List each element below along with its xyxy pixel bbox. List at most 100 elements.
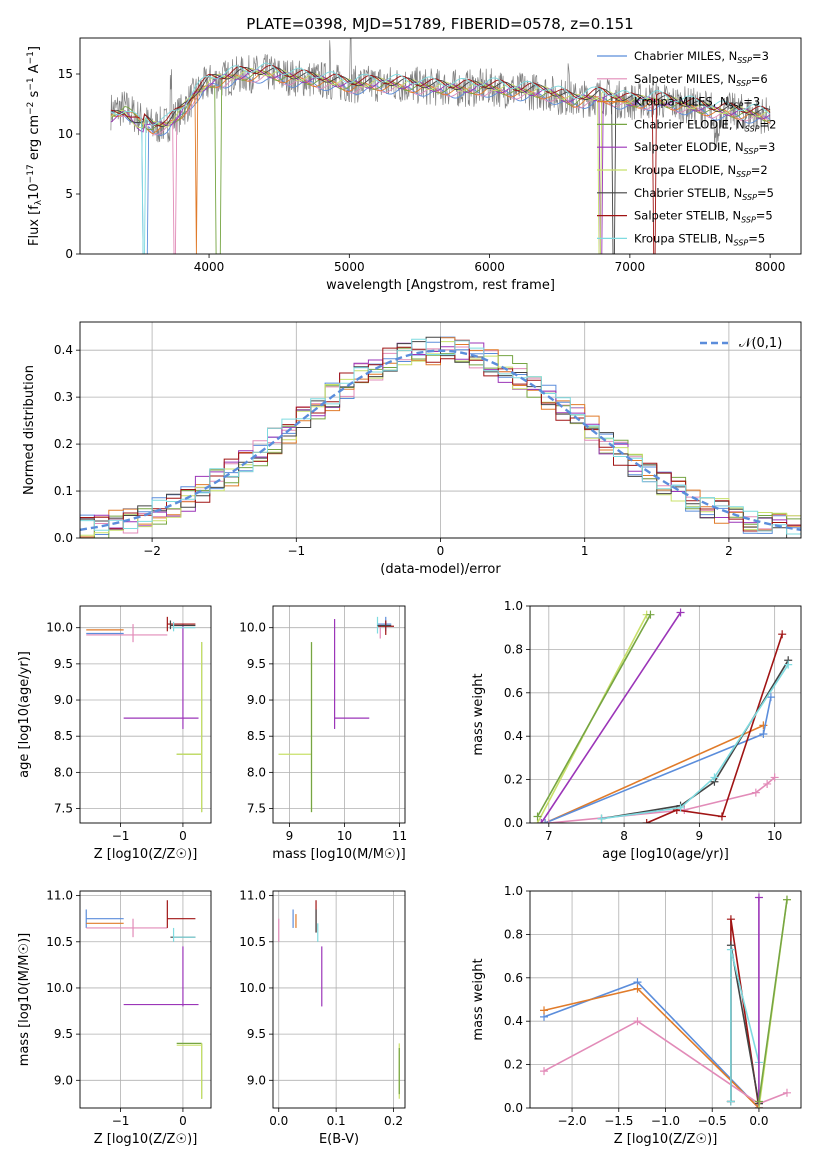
spectrum-ylabel-part: λ bbox=[34, 199, 44, 205]
age_vs_mass-ytick-label: 10.0 bbox=[239, 621, 266, 635]
weight_vs_age-xtick-label: 7 bbox=[545, 829, 553, 843]
weight_vs_Z-xtick-label: −0.5 bbox=[698, 1114, 727, 1128]
weight_vs_Z-marker bbox=[782, 1088, 791, 1097]
spectrum-legend-label: Chabrier MILES, NSSP=3 bbox=[634, 49, 769, 65]
residuals-xlabel: (data-model)/error bbox=[380, 562, 501, 577]
weight_vs_age-series-line bbox=[536, 614, 652, 817]
age_vs_Z-ytick-label: 8.5 bbox=[54, 729, 73, 743]
mass_vs_ebv-xtick-label: 0.2 bbox=[384, 1114, 403, 1128]
legend-value: =5 bbox=[757, 186, 774, 200]
spectrum-legend: Chabrier MILES, NSSP=3 Salpeter MILES, NS… bbox=[597, 49, 776, 247]
weight_vs_age-ytick-label: 0.2 bbox=[504, 773, 523, 787]
legend-value: =3 bbox=[752, 49, 769, 63]
age_vs_mass-ytick-label: 7.5 bbox=[247, 802, 266, 816]
weight_vs_age-xtick-label: 9 bbox=[696, 829, 704, 843]
residuals-frame bbox=[79, 321, 802, 539]
spectrum-panel: 4000 5000 6000 7000 8000 0 5 10 15 bbox=[58, 67, 786, 274]
spectrum-legend-label: Salpeter ELODIE, NSSP=3 bbox=[634, 140, 775, 156]
age_vs_mass-plot-area bbox=[278, 616, 394, 813]
weight_vs_Z-panel: −2.0 −1.5 −1.0 −0.5 0.0 0.0 0.2 0.4 0.6 0.8 1.0 bbox=[504, 884, 801, 1128]
weight_vs_Z-xtick-label: −1.0 bbox=[651, 1114, 680, 1128]
weight_vs_age-ytick-label: 0.8 bbox=[504, 642, 523, 656]
spectrum-xtick-label: 5000 bbox=[334, 260, 365, 274]
mass_vs_ebv-xtick-label: 0.1 bbox=[327, 1114, 346, 1128]
weight_vs_Z-marker bbox=[726, 945, 735, 954]
weight_vs_Z-series-line bbox=[758, 899, 788, 1102]
legend-value: =3 bbox=[743, 95, 760, 109]
spectrum-ylabel-part: ] bbox=[27, 46, 42, 51]
residuals-ytick-label: 0.0 bbox=[54, 531, 73, 545]
mass_vs_ebv-ytick-label: 10.0 bbox=[239, 981, 266, 995]
age_vs_mass-ytick-label: 8.5 bbox=[247, 729, 266, 743]
residuals-xtick-label: 2 bbox=[725, 544, 733, 558]
legend-subscript: SSP bbox=[742, 193, 757, 202]
spectrum-legend-label: Chabrier STELIB, NSSP=5 bbox=[634, 186, 774, 202]
age_vs_Z-xtick-label: −1 bbox=[112, 829, 130, 843]
weight_vs_Z-marker bbox=[726, 1097, 735, 1106]
weight_vs_age-xtick-label: 8 bbox=[620, 829, 628, 843]
spectrum-xtick-label: 7000 bbox=[615, 260, 646, 274]
spectrum-xtick-label: 6000 bbox=[474, 260, 505, 274]
residuals-ytick-label: 0.2 bbox=[54, 437, 73, 451]
age_vs_Z-plot-area bbox=[86, 616, 203, 813]
spectrum-model-line bbox=[110, 62, 771, 254]
legend-subscript: SSP bbox=[729, 102, 744, 111]
legend-subscript: SSP bbox=[736, 79, 751, 88]
spectrum-ylabel-part: s bbox=[27, 90, 42, 101]
spectrum-ylabel: Flux [fλ10−17 erg cm−2 s−1 A−1] bbox=[26, 46, 44, 246]
weight_vs_age-xlabel: age [log10(age/yr)] bbox=[602, 847, 729, 862]
mass_vs_ebv-xtick-label: 0.0 bbox=[269, 1114, 288, 1128]
mass_vs_Z-ytick-label: 10.0 bbox=[46, 981, 73, 995]
mass_vs_ebv-xlabel: E(B-V) bbox=[319, 1132, 359, 1147]
legend-subscript: SSP bbox=[736, 170, 751, 179]
weight_vs_age-marker bbox=[646, 610, 655, 619]
weight_vs_age-marker bbox=[717, 812, 726, 821]
weight_vs_age-panel: 7 8 9 10 0.0 0.2 0.4 0.6 0.8 1.0 bbox=[504, 599, 801, 843]
weight_vs_age-marker bbox=[676, 608, 685, 617]
residuals-ytick-label: 0.4 bbox=[54, 343, 73, 357]
weight_vs_age-marker bbox=[763, 779, 772, 788]
weight_vs_age-ytick-label: 0.0 bbox=[504, 816, 523, 830]
mass_vs_ebv-ytick-label: 9.5 bbox=[247, 1027, 266, 1041]
spectrum-ylabel-part: 10 bbox=[27, 183, 42, 200]
spectrum-ytick-label: 0 bbox=[65, 247, 73, 261]
weight_vs_age-marker bbox=[544, 819, 553, 823]
weight_vs_age-series-line bbox=[646, 633, 783, 823]
spectrum-legend-label: Salpeter STELIB, NSSP=5 bbox=[634, 209, 773, 225]
residuals-xtick-label: −2 bbox=[143, 544, 161, 558]
weight_vs_age-xtick-label: 10 bbox=[767, 829, 782, 843]
legend-value: =5 bbox=[756, 209, 773, 223]
weight_vs_Z-xtick-label: 0.0 bbox=[749, 1114, 768, 1128]
spectrum-ylabel-part: −2 bbox=[26, 102, 36, 115]
weight_vs_Z-ytick-label: 0.4 bbox=[504, 1014, 523, 1028]
weight_vs_age-marker bbox=[770, 773, 779, 782]
weight_vs_age-ytick-label: 0.4 bbox=[504, 729, 523, 743]
weight_vs_age-marker bbox=[537, 819, 546, 823]
age_vs_Z-frame bbox=[79, 605, 212, 824]
mass_vs_ebv-frame bbox=[272, 890, 406, 1109]
weight_vs_Z-xtick-label: −2.0 bbox=[557, 1114, 586, 1128]
spectrum-ylabel-part: Flux [f bbox=[27, 205, 42, 246]
weight_vs_age-series-line bbox=[544, 696, 772, 823]
weight_vs_age-marker bbox=[784, 660, 793, 669]
weight_vs_age-marker bbox=[766, 693, 775, 702]
spectrum-legend-label: Kroupa ELODIE, NSSP=2 bbox=[634, 163, 768, 179]
weight_vs_age-ytick-label: 0.6 bbox=[504, 686, 523, 700]
legend-value: =6 bbox=[751, 72, 768, 86]
weight_vs_age-marker bbox=[710, 773, 719, 782]
spectrum-ytick-label: 10 bbox=[58, 127, 73, 141]
weight_vs_age-series-line bbox=[540, 612, 682, 823]
weight_vs_age-marker bbox=[676, 803, 685, 812]
age_vs_mass-panel: 9 10 11 7.5 8.0 8.5 9.0 9.5 10.0 bbox=[239, 606, 407, 843]
age_vs_mass-xlabel: mass [log10(M/M☉)] bbox=[272, 847, 405, 862]
weight_vs_Z-ytick-label: 0.0 bbox=[504, 1101, 523, 1115]
spectrum-model-line bbox=[110, 64, 771, 254]
spectrum-ylabel-part: A bbox=[27, 64, 42, 77]
spectrum-ylabel-part: −1 bbox=[26, 51, 36, 64]
legend-subscript: SSP bbox=[737, 56, 752, 65]
mass_vs_Z-ytick-label: 11.0 bbox=[46, 889, 73, 903]
age_vs_mass-xtick-label: 11 bbox=[392, 829, 407, 843]
residuals-ylabel: Normed distribution bbox=[22, 365, 37, 495]
